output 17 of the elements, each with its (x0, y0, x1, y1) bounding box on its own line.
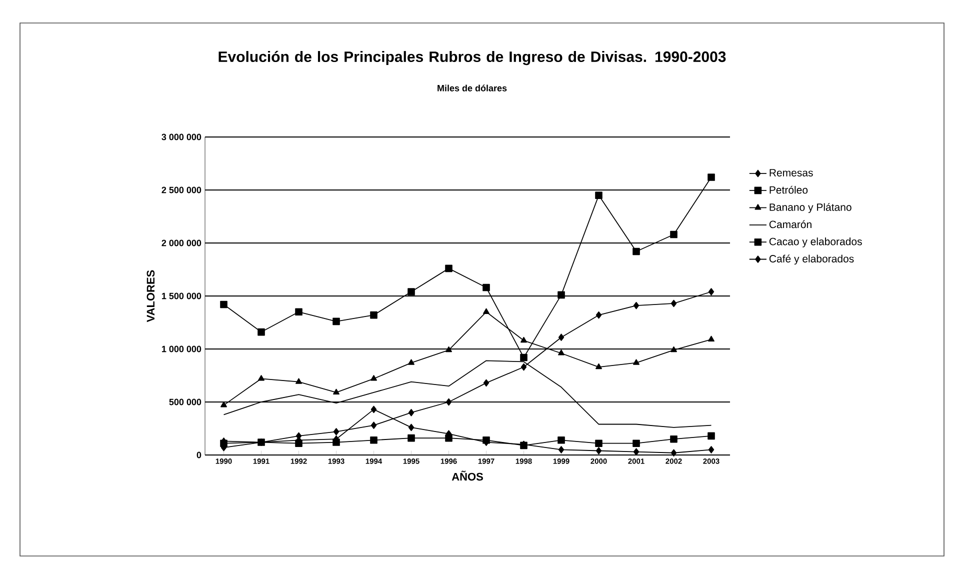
y-tick-label: 3 000 000 (162, 134, 202, 140)
legend-label: Camarón (769, 220, 812, 228)
y-axis-title: VALORES (146, 270, 155, 322)
legend-label: Café y elaborados (769, 254, 854, 265)
y-tick-label: 1 500 000 (162, 292, 202, 300)
y-tick-label: 2 000 000 (162, 240, 202, 246)
x-axis-title: AÑOS (452, 470, 483, 481)
y-tick-label: 0 (196, 452, 202, 458)
legend-label: Petróleo (770, 186, 808, 194)
y-tick-label: 500 000 (169, 398, 202, 406)
y-tick-label: 1 000 000 (162, 346, 202, 352)
legend-label: Banano y Plátano (770, 203, 852, 213)
legend-label: Cacao y elaborados (769, 238, 862, 248)
chart-title: Evolución de los Principales Rubros de Ingreso de Divisas. 1990-2003 (218, 50, 726, 66)
legend-label: Remesas (770, 169, 813, 176)
y-tick-label: 2 500 000 (162, 186, 202, 194)
chart-subtitle: Miles de dólares (438, 84, 507, 92)
